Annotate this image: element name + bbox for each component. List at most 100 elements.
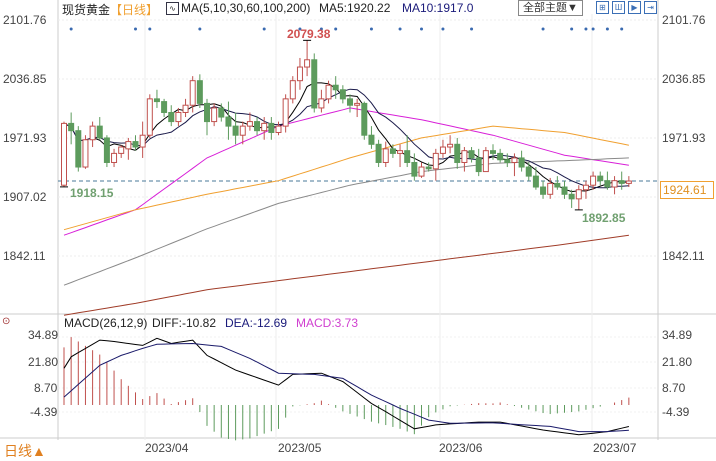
low-price-label: 1892.85: [582, 211, 626, 225]
candle-up: [354, 102, 361, 106]
left-axis-tick: 1907.02: [3, 190, 47, 204]
macd-left-tick: 34.89: [28, 328, 59, 342]
candle-down: [132, 141, 139, 148]
candle-down: [454, 143, 461, 163]
candle-down: [468, 150, 475, 159]
instrument-name: 现货黄金: [62, 3, 111, 17]
candle-down: [232, 125, 239, 136]
event-marker: [584, 27, 588, 31]
candle-up: [611, 180, 618, 188]
candle-up: [382, 148, 389, 163]
ma-line-ma60: [63, 125, 629, 231]
event-marker: [262, 27, 266, 31]
macd-diff-value: DIFF:-10.82: [152, 316, 217, 330]
candle-up: [239, 125, 246, 136]
candle-up: [175, 111, 182, 123]
candle-down: [532, 175, 539, 188]
right-axis-tick: 2101.76: [662, 13, 706, 27]
candle-down: [368, 134, 375, 145]
ma-line-ma30: [63, 107, 629, 236]
settings-icon[interactable]: ⊙: [2, 316, 11, 327]
candle-down: [168, 111, 175, 123]
candle-down: [540, 186, 547, 195]
bars-icon[interactable]: Ш: [612, 1, 625, 14]
candle-down: [504, 159, 511, 163]
candle-down: [268, 122, 275, 133]
candle-up: [61, 122, 67, 186]
candle-down: [103, 137, 110, 163]
x-axis-tick: 2023/06: [439, 441, 483, 455]
candle-up: [146, 98, 153, 136]
candle-up: [547, 182, 554, 195]
candle-up: [325, 84, 332, 100]
event-marker: [570, 27, 574, 31]
event-marker: [369, 27, 373, 31]
candle-down: [554, 182, 561, 188]
candle-down: [404, 150, 411, 163]
macd-left-tick: 8.70: [34, 381, 58, 395]
candle-down: [75, 130, 82, 168]
candle-up: [461, 150, 468, 163]
candle-up: [211, 107, 218, 123]
candle-down: [568, 193, 575, 200]
candle-up: [625, 180, 632, 184]
candle-up: [182, 104, 189, 113]
candle-up: [261, 122, 268, 132]
candle-up: [111, 152, 118, 163]
candle-down: [361, 102, 368, 136]
candle-down: [311, 59, 318, 109]
candle-down: [497, 152, 504, 161]
candle-up: [511, 157, 518, 163]
candle-up: [289, 80, 296, 100]
candle-up: [590, 175, 597, 186]
candle-down: [339, 89, 346, 100]
candle-down: [204, 102, 210, 123]
candle-down: [218, 107, 225, 118]
chart-up-icon[interactable]: ▶: [628, 1, 641, 14]
macd-params: MACD(26,12,9): [64, 316, 148, 330]
macd-left-tick: 21.80: [28, 355, 59, 369]
candle-up: [397, 150, 404, 154]
export-icon[interactable]: ⇥: [644, 1, 657, 14]
period-selector[interactable]: 日线▲: [4, 443, 46, 459]
candle-up: [275, 125, 282, 133]
macd-right-tick: 34.89: [662, 328, 693, 342]
candle-up: [439, 146, 446, 154]
event-marker: [541, 27, 545, 31]
event-marker: [148, 27, 152, 31]
theme-dropdown-button[interactable]: 全部主题▼: [518, 0, 583, 16]
event-marker: [319, 27, 323, 31]
macd-right-tick: -4.39: [662, 405, 690, 419]
candle-down: [518, 157, 525, 168]
candle-up: [296, 66, 303, 82]
event-marker: [591, 27, 595, 31]
macd-right-tick: 21.80: [662, 355, 693, 369]
candle-down: [425, 166, 432, 170]
macd-dea-line: [63, 342, 629, 433]
right-axis-tick: 1842.11: [662, 249, 705, 263]
ma5-value: MA5:1920.22: [319, 1, 391, 15]
candle-up: [189, 80, 196, 106]
event-marker: [398, 27, 402, 31]
candle-up: [118, 146, 125, 154]
candle-down: [225, 116, 232, 127]
grid-icon[interactable]: ⊞: [596, 1, 609, 14]
candle-up: [282, 98, 289, 127]
event-marker: [441, 27, 445, 31]
x-axis-tick: 2023/07: [593, 441, 637, 455]
candle-up: [82, 139, 89, 168]
candle-down: [525, 166, 532, 177]
event-marker: [620, 27, 624, 31]
candle-down: [618, 180, 625, 184]
candle-up: [246, 121, 253, 127]
left-axis-tick: 2101.76: [3, 13, 47, 27]
candle-down: [389, 148, 396, 154]
candle-down: [68, 122, 75, 132]
event-marker: [69, 27, 73, 31]
candle-down: [347, 98, 353, 106]
period-tag[interactable]: 【日线】: [110, 3, 159, 17]
macd-diff-line: [63, 337, 630, 436]
macd-value: MACD:3.73: [296, 316, 359, 330]
ma-indicator-icon[interactable]: ∿: [166, 2, 179, 15]
candle-up: [582, 184, 589, 191]
